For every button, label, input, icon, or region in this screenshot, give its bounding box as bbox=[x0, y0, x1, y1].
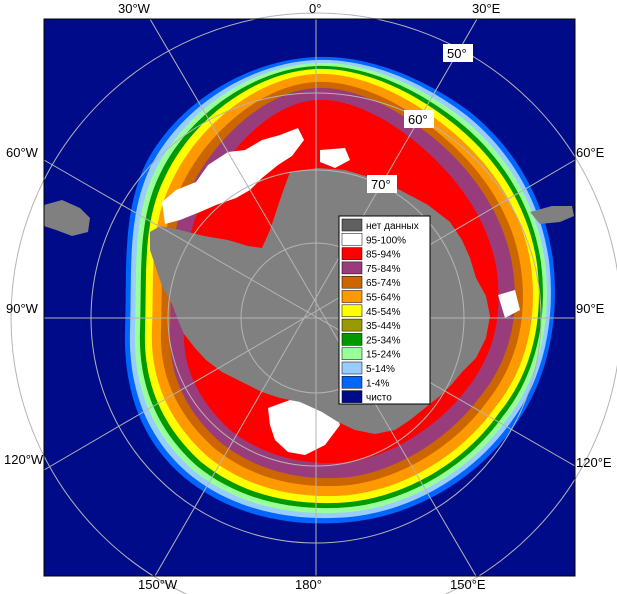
lat-label-70-box bbox=[367, 175, 397, 193]
small-ice-patch-1 bbox=[320, 148, 350, 168]
lon-label-120e: 120°E bbox=[576, 455, 612, 470]
latitude-circle-50 bbox=[10, 12, 617, 594]
ice-95-100-patches bbox=[162, 128, 520, 455]
lon-label-150w: 150°W bbox=[138, 577, 178, 592]
meridian-60w-120e bbox=[43, 159, 576, 467]
legend: нет данных 95-100% 85-94% 75-84% 65-74% 55-64… bbox=[338, 215, 431, 405]
lat-label-50-box bbox=[443, 44, 473, 62]
legend-swatch bbox=[341, 275, 363, 289]
legend-label: нет данных bbox=[366, 221, 419, 232]
lat-labels: 50° 60° 70° bbox=[367, 44, 473, 193]
lon-label-60e: 60°E bbox=[576, 145, 605, 160]
lon-label-60w: 60°W bbox=[6, 145, 39, 160]
weddell-sea-ice-patch bbox=[162, 128, 304, 224]
south-america-tip-land bbox=[44, 200, 90, 236]
legend-label: 15-24% bbox=[366, 350, 401, 361]
lat-label-70: 70° bbox=[371, 177, 391, 192]
legend-swatch bbox=[341, 318, 363, 332]
lon-label-30w: 30°W bbox=[118, 1, 151, 16]
legend-swatch bbox=[341, 233, 363, 246]
island-land bbox=[530, 206, 574, 224]
legend-swatch bbox=[341, 247, 363, 260]
lon-label-180: 180° bbox=[295, 577, 322, 592]
legend-label: чисто bbox=[366, 393, 392, 404]
legend-swatch bbox=[341, 333, 363, 346]
land-patches bbox=[44, 200, 574, 236]
small-ice-patch-2 bbox=[498, 290, 520, 318]
legend-label: 1-4% bbox=[366, 378, 389, 389]
legend-swatch bbox=[341, 290, 363, 303]
legend-label: 95-100% bbox=[366, 235, 406, 246]
legend-label: 35-44% bbox=[366, 321, 401, 332]
legend-swatch bbox=[341, 361, 363, 375]
lon-label-120w: 120°W bbox=[4, 452, 44, 467]
legend-label: 75-84% bbox=[366, 264, 401, 275]
legend-swatch bbox=[341, 261, 363, 275]
legend-label: 5-14% bbox=[366, 364, 395, 375]
legend-label: 65-74% bbox=[366, 278, 401, 289]
legend-swatch bbox=[341, 376, 363, 389]
legend-label: 45-54% bbox=[366, 307, 401, 318]
lon-label-90e: 90°E bbox=[576, 301, 605, 316]
lat-label-60: 60° bbox=[408, 112, 428, 127]
map-frame bbox=[43, 18, 576, 577]
lon-label-30e: 30°E bbox=[472, 1, 501, 16]
meridian-60e-120w bbox=[43, 159, 576, 471]
legend-label: 85-94% bbox=[366, 250, 401, 261]
legend-swatch bbox=[341, 218, 363, 232]
legend-label: 55-64% bbox=[366, 293, 401, 304]
lon-label-90w: 90°W bbox=[6, 301, 39, 316]
lon-labels: 30°W 0° 30°E 60°W 90°W 120°W 60°E 90°E 1… bbox=[4, 1, 612, 592]
legend-swatch bbox=[341, 390, 363, 403]
legend-swatch bbox=[341, 304, 363, 318]
lat-label-60-box bbox=[404, 110, 434, 128]
legend-label: 25-34% bbox=[366, 335, 401, 346]
meridian-30w-150e bbox=[149, 18, 477, 577]
ross-sea-ice-patch bbox=[268, 400, 340, 455]
lat-label-50: 50° bbox=[447, 46, 467, 61]
lon-label-0: 0° bbox=[309, 1, 321, 16]
lon-label-150e: 150°E bbox=[450, 577, 486, 592]
legend-swatch bbox=[341, 347, 363, 360]
